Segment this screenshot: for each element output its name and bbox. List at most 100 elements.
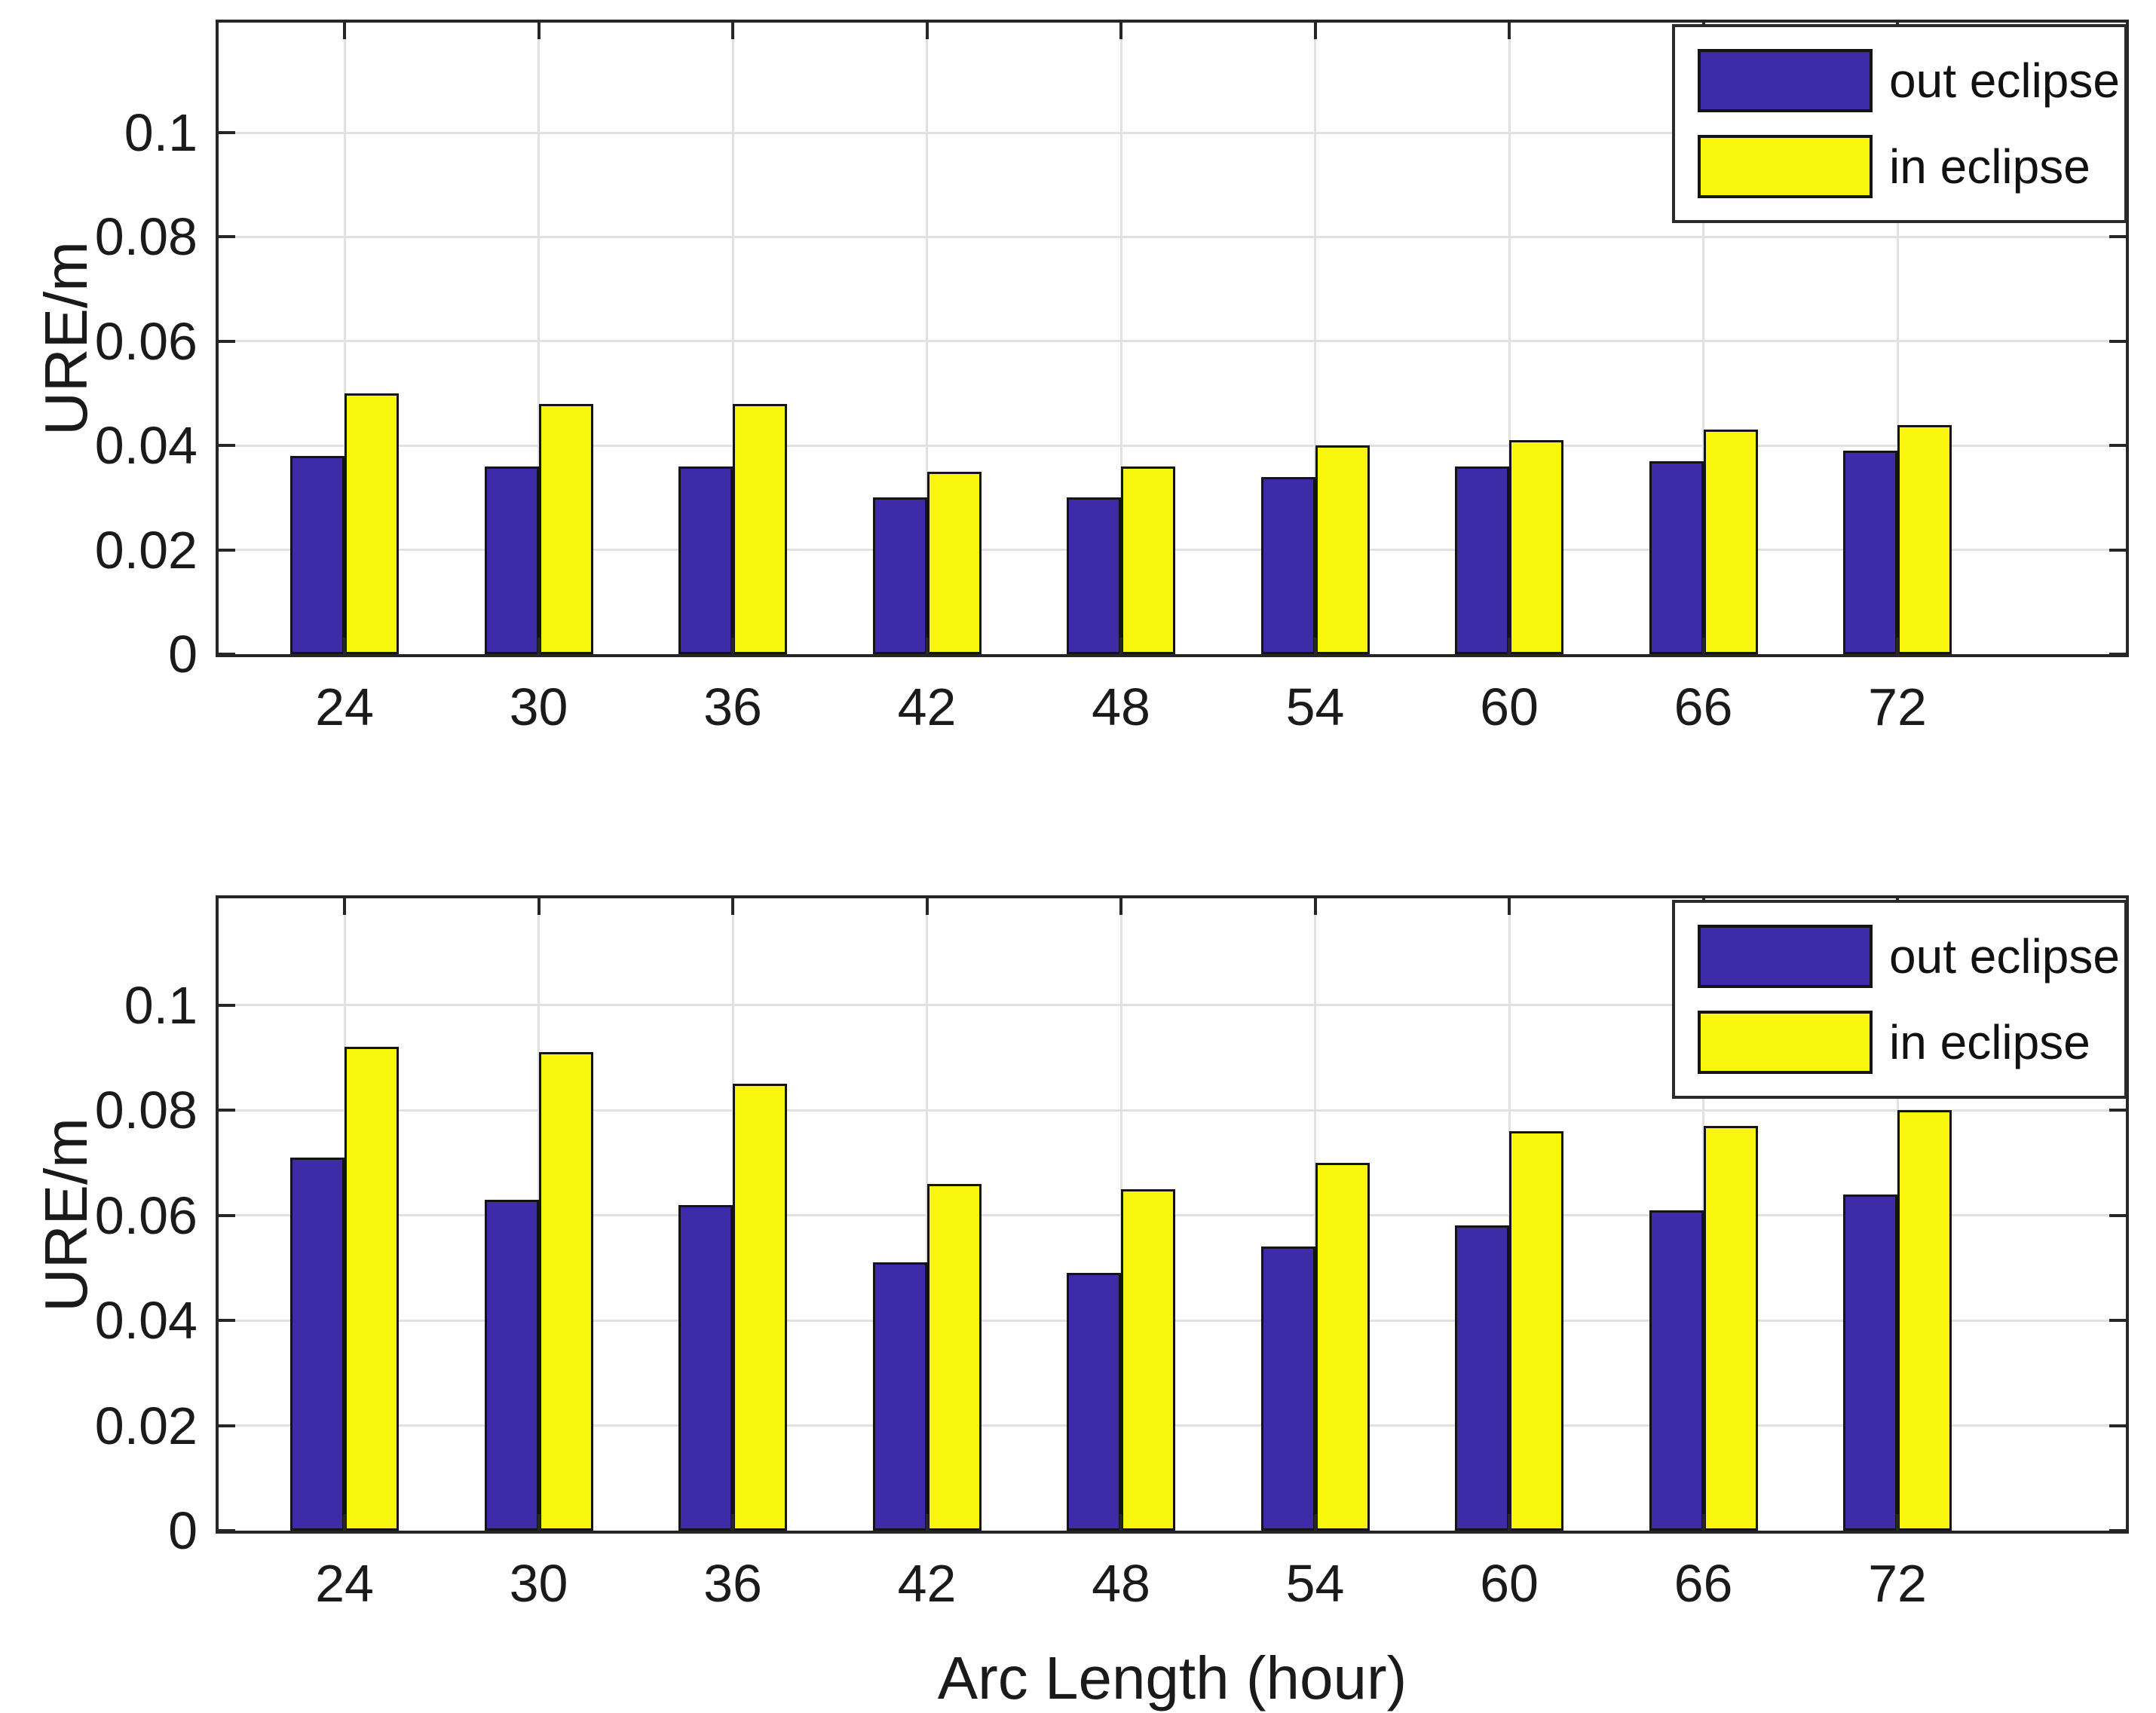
x-tick-top [1313,23,1317,39]
y-tick-label: 0.02 [94,1396,198,1455]
bar-out-eclipse [484,1199,539,1531]
x-tick-label: 42 [897,1554,957,1613]
legend-entry-out-eclipse: out eclipse [1675,49,2124,113]
x-tick-bottom [1508,1514,1511,1531]
y-tick-left [219,131,235,134]
bar-out-eclipse [1455,1225,1509,1531]
x-tick-label: 54 [1285,678,1345,736]
x-tick-bottom [925,638,929,654]
x-tick-label: 66 [1674,678,1733,736]
x-gridline [926,23,928,654]
bar-in-eclipse [1509,1130,1563,1531]
x-tick-top [1508,23,1511,39]
bar-in-eclipse [538,1052,593,1531]
bar-in-eclipse [1121,466,1175,654]
y-tick-label: 0.1 [124,975,198,1035]
y-tick-label: 0.04 [94,416,198,476]
y-tick-right [2109,1319,2126,1323]
bar-out-eclipse [290,456,345,654]
bar-in-eclipse [1315,1162,1370,1531]
x-tick-top [925,898,929,915]
y-tick-left [219,1003,235,1007]
bar-in-eclipse [345,1047,399,1531]
y-tick-right [2109,235,2126,239]
bar-in-eclipse [926,1183,982,1531]
bar-out-eclipse [1649,1210,1704,1531]
x-tick-bottom [1701,1514,1705,1531]
bar-out-eclipse [1260,1247,1315,1531]
x-tick-bottom [1508,638,1511,654]
y-tick-right [2109,1213,2126,1217]
x-tick-top [1508,898,1511,915]
x-tick-label: 48 [1092,678,1150,736]
x-tick-top [731,23,734,39]
x-tick-bottom [1119,638,1122,654]
legend-label-out-eclipse: out eclipse [1889,54,2120,109]
x-gridline [1896,23,1899,654]
x-tick-bottom [925,1514,929,1531]
x-tick-bottom [1896,638,1899,654]
y-tick-left [219,1109,235,1112]
y-tick-label: 0.08 [94,207,198,267]
y-gridline [219,444,2126,447]
x-tick-label: 72 [1868,1554,1927,1613]
bar-out-eclipse [872,497,927,654]
x-gridline [1314,23,1316,654]
x-tick-top [537,23,541,39]
x-tick-top [1119,898,1122,915]
x-gridline [537,23,540,654]
y-tick-label: 0.02 [94,520,198,580]
bar-out-eclipse [678,466,733,654]
bar-in-eclipse [733,1084,787,1531]
x-tick-top [925,23,929,39]
y-gridline [219,131,2126,134]
y-tick-label: 0 [168,1501,198,1560]
x-tick-label: 36 [703,1554,762,1613]
x-tick-label: 60 [1480,678,1539,736]
legend-swatch-in-eclipse [1698,134,1873,198]
x-gridline [1508,23,1511,654]
legend-entry-in-eclipse: in eclipse [1675,134,2124,198]
x-tick-label: 30 [509,678,568,736]
x-tick-label: 54 [1285,1554,1345,1613]
x-tick-bottom [731,638,734,654]
bar-in-eclipse [1897,424,1952,654]
x-tick-bottom [343,1514,346,1531]
bar-in-eclipse [1703,430,1758,654]
legend-swatch-out-eclipse [1698,925,1873,989]
x-tick-label: 36 [703,678,762,736]
x-tick-label: 72 [1868,678,1927,736]
x-tick-bottom [1119,1514,1122,1531]
bar-in-eclipse [538,403,593,654]
bar-in-eclipse [1315,445,1370,654]
bar-out-eclipse [1843,1194,1897,1531]
y-tick-right [2109,1529,2126,1532]
y-tick-left [219,235,235,239]
y-tick-left [219,548,235,552]
x-tick-label: 24 [315,1554,374,1613]
x-gridline [1702,23,1704,654]
y-tick-label: 0.06 [94,311,198,371]
bar-in-eclipse [345,393,399,654]
x-tick-bottom [1701,638,1705,654]
bar-in-eclipse [926,471,982,654]
bar-out-eclipse [678,1204,733,1531]
y-tick-right [2109,444,2126,448]
x-tick-top [537,898,541,915]
bar-out-eclipse [290,1157,345,1531]
bar-in-eclipse [1897,1110,1952,1531]
x-tick-label: 66 [1674,1554,1733,1613]
x-tick-label: 48 [1092,1554,1150,1613]
bar-out-eclipse [1067,497,1121,654]
y-gridline [219,1109,2126,1112]
y-tick-right [2109,1424,2126,1427]
y-tick-label: 0.04 [94,1291,198,1351]
y-tick-label: 0.06 [94,1185,198,1245]
y-tick-left [219,653,235,656]
x-tick-top [731,898,734,915]
x-tick-label: 42 [897,678,957,736]
y-tick-left [219,339,235,343]
x-tick-top [343,898,346,915]
y-gridline [219,235,2126,238]
bar-out-eclipse [1455,466,1509,654]
